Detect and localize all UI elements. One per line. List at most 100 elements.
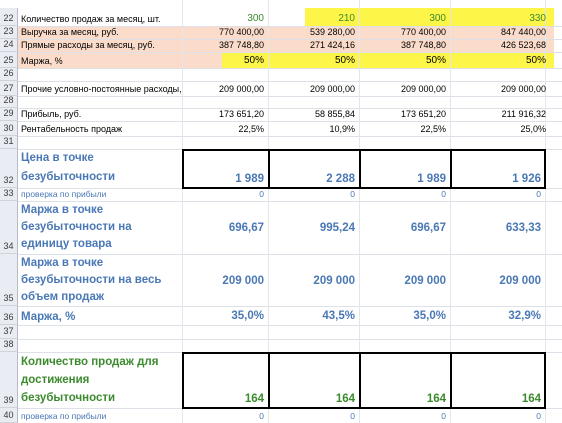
value-r36-c4[interactable]: 32,9%: [508, 310, 541, 322]
row-header-36[interactable]: 36: [3, 312, 14, 322]
value-r35-c2[interactable]: 209 000: [313, 275, 355, 287]
value-r34-c2[interactable]: 995,24: [319, 222, 355, 234]
label-profitability[interactable]: Рентабельность продаж: [21, 124, 123, 134]
row-header-22[interactable]: 22: [3, 13, 14, 23]
breakeven-price-box-1: [182, 149, 270, 189]
value-r24-c4[interactable]: 426 523,68: [500, 40, 546, 50]
value-r30-c4[interactable]: 25,0%: [520, 124, 546, 134]
value-r29-c4[interactable]: 211 916,32: [501, 109, 546, 119]
value-r25-c2[interactable]: 50%: [334, 55, 355, 66]
label-sales-qty[interactable]: Количество продаж за месяц, шт.: [21, 14, 161, 24]
value-r36-c3[interactable]: 35,0%: [413, 310, 446, 322]
value-r34-c1[interactable]: 696,67: [228, 222, 264, 234]
value-r40-c2[interactable]: 0: [350, 411, 355, 421]
value-r32-c2[interactable]: 2 288: [326, 173, 355, 185]
value-r33-c1[interactable]: 0: [259, 189, 264, 199]
value-r27-c4[interactable]: 209 000,00: [500, 84, 546, 94]
value-r27-c2[interactable]: 209 000,00: [309, 84, 355, 94]
value-r34-c4[interactable]: 633,33: [505, 222, 541, 234]
value-r33-c3[interactable]: 0: [441, 189, 446, 199]
value-r33-c2[interactable]: 0: [350, 189, 355, 199]
value-r23-c2[interactable]: 539 280,00: [309, 27, 355, 37]
label-breakeven-qty[interactable]: Количество продаж для достижения безубыт…: [21, 356, 159, 404]
value-r32-c1[interactable]: 1 989: [235, 173, 264, 185]
value-r24-c3[interactable]: 387 748,80: [400, 40, 446, 50]
value-r22-c3[interactable]: 300: [429, 13, 446, 24]
row-header-27[interactable]: 27: [3, 83, 14, 93]
label-profit-check[interactable]: проверка по прибыли: [21, 189, 107, 199]
row-header-28[interactable]: 28: [3, 95, 14, 105]
label-breakeven-unit-margin[interactable]: Маржа в точке безубыточности на единицу …: [21, 204, 132, 250]
breakeven-price-box-2: [268, 149, 361, 189]
label-breakeven-price[interactable]: Цена в точке безубыточности: [21, 152, 116, 183]
value-r36-c2[interactable]: 43,5%: [322, 310, 355, 322]
value-r40-c4[interactable]: 0: [536, 411, 541, 421]
row-header-31[interactable]: 31: [3, 136, 14, 146]
row-header-38[interactable]: 38: [3, 339, 14, 349]
value-r35-c1[interactable]: 209 000: [222, 275, 264, 287]
value-r24-c1[interactable]: 387 748,80: [218, 40, 264, 50]
row-header-37[interactable]: 37: [3, 326, 14, 336]
value-r33-c4[interactable]: 0: [536, 189, 541, 199]
value-r29-c3[interactable]: 173 651,20: [400, 109, 446, 119]
value-r25-c1[interactable]: 50%: [243, 55, 264, 66]
value-r40-c1[interactable]: 0: [259, 411, 264, 421]
row-header-35[interactable]: 35: [3, 293, 14, 303]
row-header-39[interactable]: 39: [3, 395, 14, 405]
label-revenue[interactable]: Выручка за месяц, руб.: [21, 27, 119, 37]
label-fixed-costs[interactable]: Прочие условно-постоянные расходы,: [21, 84, 182, 94]
value-r39-c3[interactable]: 164: [426, 393, 446, 405]
value-r22-c2[interactable]: 210: [338, 13, 355, 24]
value-r22-c1[interactable]: 300: [247, 13, 264, 24]
breakeven-qty-box-1: [182, 352, 270, 409]
value-r30-c3[interactable]: 22,5%: [420, 124, 446, 134]
row-header-25[interactable]: 25: [3, 55, 14, 65]
row-header-26[interactable]: 26: [3, 68, 14, 78]
value-r27-c3[interactable]: 209 000,00: [400, 84, 446, 94]
value-r39-c1[interactable]: 164: [244, 393, 264, 405]
row-header-40[interactable]: 40: [3, 410, 14, 420]
value-r23-c1[interactable]: 770 400,00: [218, 27, 264, 37]
value-r23-c3[interactable]: 770 400,00: [400, 27, 446, 37]
value-r30-c2[interactable]: 10,9%: [329, 124, 355, 134]
row-header-32[interactable]: 32: [3, 175, 14, 185]
value-r35-c3[interactable]: 209 000: [404, 275, 446, 287]
value-r34-c3[interactable]: 696,67: [410, 222, 446, 234]
highlight-r22-yellow: [305, 8, 554, 26]
highlight-r25-yellow: [222, 52, 554, 68]
label-profit[interactable]: Прибыль, руб.: [21, 109, 82, 119]
value-r35-c4[interactable]: 209 000: [499, 275, 541, 287]
value-r30-c1[interactable]: 22,5%: [238, 124, 264, 134]
row-header-30[interactable]: 30: [3, 123, 14, 133]
value-r29-c2[interactable]: 58 855,84: [314, 109, 355, 119]
label-breakeven-margin-pct[interactable]: Маржа, %: [21, 311, 76, 323]
breakeven-qty-box-4: [450, 352, 546, 409]
value-r32-c3[interactable]: 1 989: [417, 173, 446, 185]
value-r40-c3[interactable]: 0: [441, 411, 446, 421]
row-header-34[interactable]: 34: [3, 241, 14, 251]
value-r23-c4[interactable]: 847 440,00: [500, 27, 546, 37]
value-r25-c4[interactable]: 50%: [525, 55, 546, 66]
value-r27-c1[interactable]: 209 000,00: [218, 84, 264, 94]
row-header-23[interactable]: 23: [3, 26, 14, 36]
value-r24-c2[interactable]: 271 424,16: [309, 40, 355, 50]
label-profit-check-2[interactable]: проверка по прибыли: [21, 411, 107, 421]
value-r32-c4[interactable]: 1 926: [512, 173, 541, 185]
row-header-29[interactable]: 29: [3, 108, 14, 118]
label-margin-pct[interactable]: Маржа, %: [21, 56, 63, 66]
row-header-33[interactable]: 33: [3, 188, 14, 198]
label-breakeven-total-margin[interactable]: Маржа в точке безубыточности на весь объ…: [21, 257, 162, 303]
breakeven-price-box-3: [359, 149, 452, 189]
breakeven-qty-box-2: [268, 352, 361, 409]
breakeven-price-box-4: [450, 149, 546, 189]
value-r39-c4[interactable]: 164: [521, 393, 541, 405]
value-r25-c3[interactable]: 50%: [425, 55, 446, 66]
highlight-r25-label: [18, 52, 222, 68]
label-direct-costs[interactable]: Прямые расходы за месяц, руб.: [21, 40, 155, 50]
row-header-24[interactable]: 24: [3, 39, 14, 49]
value-r36-c1[interactable]: 35,0%: [231, 310, 264, 322]
value-r29-c1[interactable]: 173 651,20: [218, 109, 264, 119]
value-r22-c4[interactable]: 330: [529, 13, 546, 24]
value-r39-c2[interactable]: 164: [335, 393, 355, 405]
